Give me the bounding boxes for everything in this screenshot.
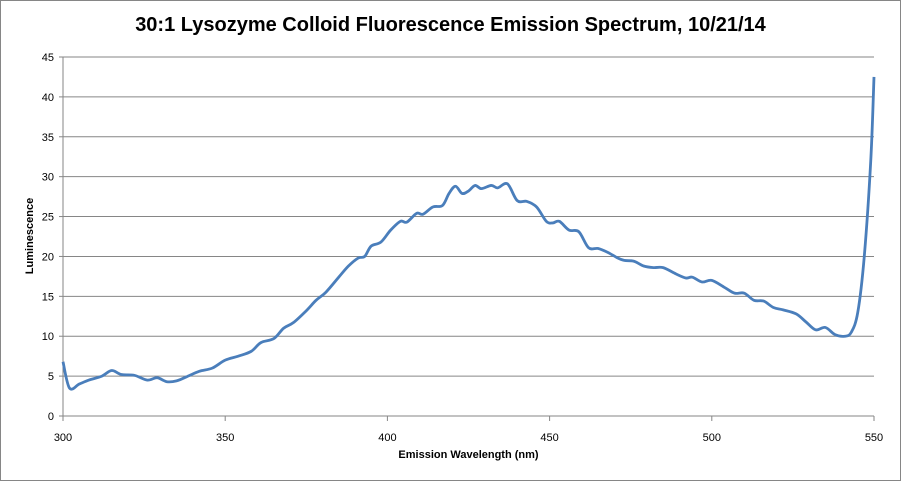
x-tick-label: 300 — [54, 432, 72, 444]
x-tick-label: 550 — [865, 432, 883, 444]
y-tick-label: 0 — [48, 411, 54, 423]
y-tick-label: 45 — [42, 52, 54, 64]
y-tick-label: 25 — [42, 212, 54, 224]
x-axis-label: Emission Wavelength (nm) — [398, 449, 539, 461]
y-tick-label: 30 — [42, 172, 54, 184]
chart-title: 30:1 Lysozyme Colloid Fluorescence Emiss… — [135, 14, 766, 36]
y-tick-label: 10 — [42, 331, 54, 343]
x-tick-label: 400 — [378, 432, 396, 444]
y-tick-label: 5 — [48, 371, 54, 383]
series-line — [61, 76, 876, 391]
y-tick-label: 20 — [42, 251, 54, 263]
y-tick-label: 40 — [42, 92, 54, 104]
x-tick-label: 500 — [703, 432, 721, 444]
x-tick-label: 450 — [540, 432, 558, 444]
y-axis-label: Luminescence — [24, 198, 36, 274]
x-tick-label: 350 — [216, 432, 234, 444]
y-tick-label: 15 — [42, 291, 54, 303]
y-tick-label: 35 — [42, 132, 54, 144]
